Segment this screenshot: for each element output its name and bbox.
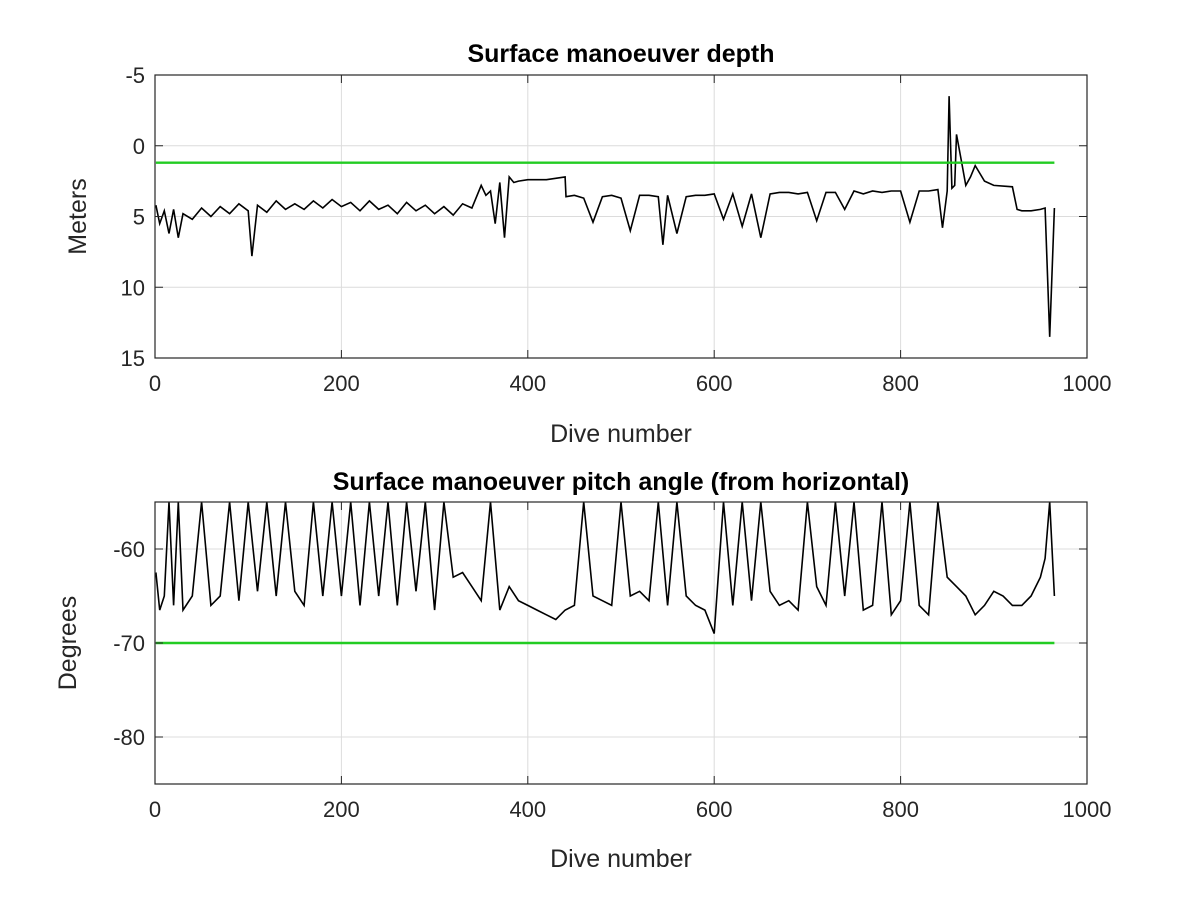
depth-y-tick-label: 10 (121, 275, 145, 300)
depth-data-line (155, 96, 1056, 337)
pitch-data-line (155, 501, 1056, 634)
depth-panel: 0 200 400 600 800 1000 -5 0 5 10 15 Surface manoeu… (64, 40, 1111, 448)
pitch-y-tick-label: -60 (113, 537, 145, 562)
depth-y-tick-label: 0 (133, 134, 145, 159)
pitch-x-axis-label: Dive number (550, 845, 692, 873)
depth-y-axis-label: Meters (64, 178, 92, 254)
pitch-x-tick-label: 200 (323, 797, 360, 822)
depth-x-tick-label: 800 (882, 371, 919, 396)
depth-y-tick-label: 15 (121, 346, 145, 371)
pitch-x-tick-label: 1000 (1063, 797, 1112, 822)
depth-y-tick-label: 5 (133, 205, 145, 230)
depth-x-tick-label: 0 (149, 371, 161, 396)
depth-series (155, 96, 1056, 337)
pitch-x-tick-label: 0 (149, 797, 161, 822)
pitch-x-tick-label: 400 (509, 797, 546, 822)
depth-x-tick-label: 600 (696, 371, 733, 396)
depth-x-tick-label: 200 (323, 371, 360, 396)
pitch-series (155, 501, 1056, 645)
depth-chart-title: Surface manoeuver depth (467, 40, 774, 68)
pitch-y-tick-label: -80 (113, 725, 145, 750)
pitch-ticks: 0 200 400 600 800 1000 -60 -70 -80 (113, 502, 1111, 822)
pitch-y-axis-label: Degrees (54, 596, 82, 691)
pitch-x-tick-label: 600 (696, 797, 733, 822)
depth-x-tick-label: 400 (509, 371, 546, 396)
depth-grid (155, 75, 1087, 358)
depth-x-axis-label: Dive number (550, 420, 692, 448)
pitch-chart-title: Surface manoeuver pitch angle (from hori… (333, 468, 909, 496)
depth-ticks: 0 200 400 600 800 1000 -5 0 5 10 15 (121, 63, 1112, 396)
pitch-x-tick-label: 800 (882, 797, 919, 822)
pitch-y-tick-label: -70 (113, 631, 145, 656)
pitch-panel: 0 200 400 600 800 1000 -60 -70 -80 Surface manoe… (54, 468, 1111, 873)
depth-y-tick-label: -5 (125, 63, 145, 88)
depth-x-tick-label: 1000 (1063, 371, 1112, 396)
